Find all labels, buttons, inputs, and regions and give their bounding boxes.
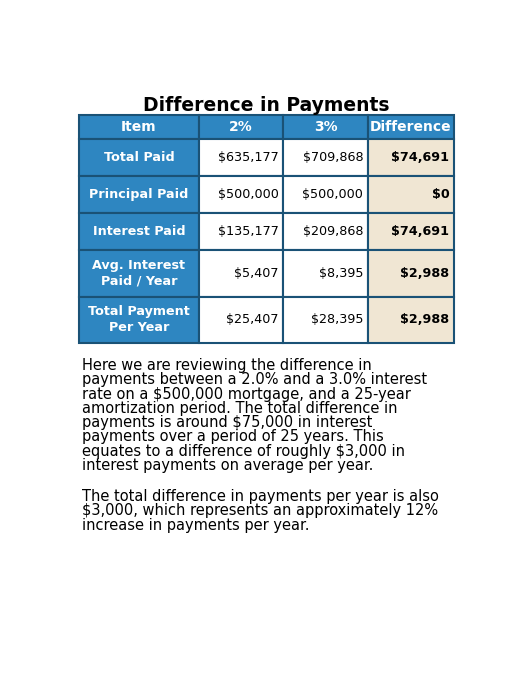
Text: interest payments on average per year.: interest payments on average per year. — [82, 458, 373, 472]
Text: rate on a $500,000 mortgage, and a 25-year: rate on a $500,000 mortgage, and a 25-ye… — [82, 386, 411, 402]
Text: 2%: 2% — [229, 120, 253, 134]
Bar — [283, 115, 368, 139]
Text: Total Payment
Per Year: Total Payment Per Year — [88, 305, 190, 334]
Bar — [79, 176, 199, 214]
Text: Difference in Payments: Difference in Payments — [143, 95, 390, 115]
Bar — [79, 115, 199, 139]
Bar — [199, 251, 283, 297]
Text: Principal Paid: Principal Paid — [89, 188, 189, 202]
Text: increase in payments per year.: increase in payments per year. — [82, 517, 309, 533]
Text: $135,177: $135,177 — [218, 225, 279, 238]
Text: Avg. Interest
Paid / Year: Avg. Interest Paid / Year — [93, 259, 186, 288]
Text: $8,395: $8,395 — [319, 267, 363, 280]
Text: $709,868: $709,868 — [303, 151, 363, 164]
Bar — [283, 251, 368, 297]
Bar — [199, 115, 283, 139]
Text: $5,407: $5,407 — [234, 267, 279, 280]
Text: payments is around $75,000 in interest: payments is around $75,000 in interest — [82, 415, 372, 430]
Bar — [368, 139, 454, 176]
Bar — [368, 115, 454, 139]
Bar — [283, 176, 368, 214]
Bar — [368, 176, 454, 214]
Text: $3,000, which represents an approximately 12%: $3,000, which represents an approximatel… — [82, 503, 438, 518]
Bar — [283, 214, 368, 251]
Text: 3%: 3% — [314, 120, 337, 134]
Bar — [199, 297, 283, 343]
Text: $74,691: $74,691 — [392, 225, 449, 238]
Text: Here we are reviewing the difference in: Here we are reviewing the difference in — [82, 358, 372, 373]
Text: $28,395: $28,395 — [310, 313, 363, 326]
Bar — [79, 139, 199, 176]
Text: Item: Item — [121, 120, 157, 134]
Text: $209,868: $209,868 — [303, 225, 363, 238]
Text: $2,988: $2,988 — [400, 313, 449, 326]
Text: $2,988: $2,988 — [400, 267, 449, 280]
Bar — [79, 251, 199, 297]
Bar — [368, 251, 454, 297]
Text: $500,000: $500,000 — [302, 188, 363, 202]
Text: $25,407: $25,407 — [226, 313, 279, 326]
Text: Difference: Difference — [370, 120, 452, 134]
Text: The total difference in payments per year is also: The total difference in payments per yea… — [82, 489, 439, 504]
Bar — [79, 214, 199, 251]
Text: Interest Paid: Interest Paid — [93, 225, 185, 238]
Bar — [79, 297, 199, 343]
Text: Total Paid: Total Paid — [103, 151, 174, 164]
Bar — [283, 297, 368, 343]
Text: $500,000: $500,000 — [218, 188, 279, 202]
Bar — [199, 139, 283, 176]
Text: payments between a 2.0% and a 3.0% interest: payments between a 2.0% and a 3.0% inter… — [82, 372, 427, 387]
Text: payments over a period of 25 years. This: payments over a period of 25 years. This — [82, 429, 384, 444]
Bar — [199, 214, 283, 251]
Bar — [199, 176, 283, 214]
Bar — [283, 139, 368, 176]
Text: $635,177: $635,177 — [218, 151, 279, 164]
Bar — [368, 297, 454, 343]
Text: $74,691: $74,691 — [392, 151, 449, 164]
Text: equates to a difference of roughly $3,000 in: equates to a difference of roughly $3,00… — [82, 444, 405, 458]
Bar — [368, 214, 454, 251]
Text: $0: $0 — [432, 188, 449, 202]
Text: amortization period. The total difference in: amortization period. The total differenc… — [82, 401, 398, 416]
